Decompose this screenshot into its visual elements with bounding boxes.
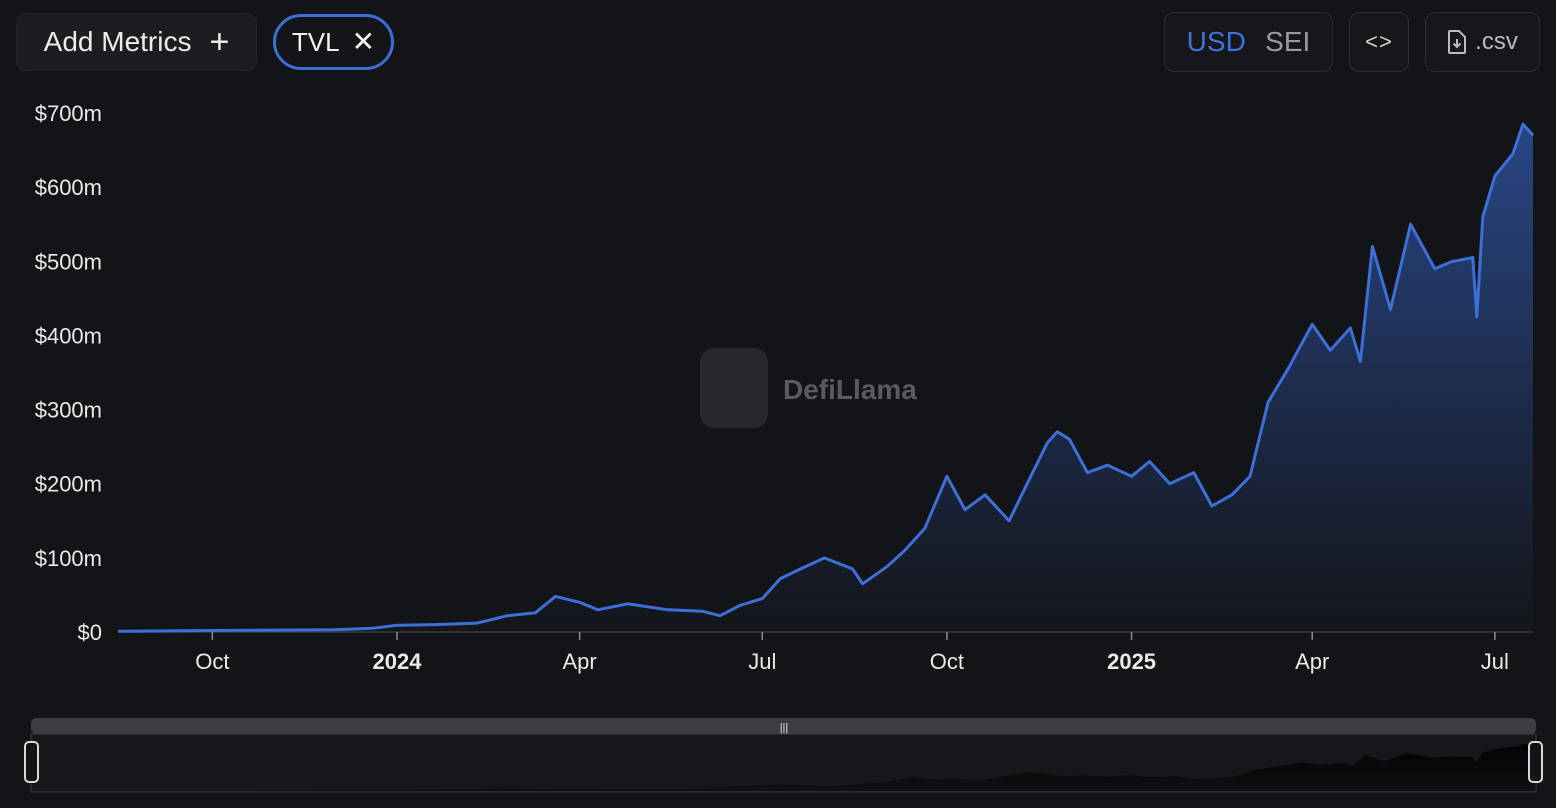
y-tick-label: $600m xyxy=(35,175,102,200)
range-mini-chart xyxy=(31,744,1536,791)
y-tick-label: $0 xyxy=(78,620,102,645)
y-tick-label: $400m xyxy=(35,323,102,348)
y-tick-label: $500m xyxy=(35,249,102,274)
x-tick-label: Oct xyxy=(930,649,964,674)
currency-option-usd[interactable]: USD xyxy=(1186,26,1246,57)
x-tick-label: Apr xyxy=(563,649,597,674)
add-metrics-button[interactable]: Add Metrics + xyxy=(16,13,257,71)
metric-chip-tvl[interactable]: TVL ✕ xyxy=(273,14,394,70)
x-tick-label: Oct xyxy=(195,649,229,674)
currency-option-sei[interactable]: SEI xyxy=(1265,26,1311,57)
x-tick-label: Apr xyxy=(1295,649,1329,674)
y-tick-label: $700m xyxy=(35,101,102,126)
x-tick-label: 2025 xyxy=(1107,649,1156,674)
csv-label: .csv xyxy=(1475,28,1518,55)
range-handle-left[interactable] xyxy=(24,741,39,783)
llama-logo-icon xyxy=(700,348,768,428)
y-tick-label: $100m xyxy=(35,546,102,571)
x-tick-label: Jul xyxy=(748,649,776,674)
metric-chip-label: TVL xyxy=(291,26,340,57)
y-axis: $0 $100m $200m $300m $400m $500m $600m $700m xyxy=(35,101,102,645)
range-handle-right[interactable] xyxy=(1528,741,1543,783)
watermark-text: DefiLlama xyxy=(783,374,917,405)
code-icon: <> xyxy=(1365,29,1393,54)
range-slider[interactable]: ||| xyxy=(24,718,1543,793)
currency-toggle: USD SEI xyxy=(1164,12,1333,72)
close-icon[interactable]: ✕ xyxy=(351,26,376,57)
plus-icon: + xyxy=(209,23,230,61)
add-metrics-label: Add Metrics xyxy=(43,26,192,57)
series-line-tvl[interactable] xyxy=(117,122,1535,633)
download-csv-button[interactable]: .csv xyxy=(1425,12,1540,72)
x-tick-label: Jul xyxy=(1481,649,1509,674)
series-area-tvl xyxy=(118,124,1533,632)
embed-button[interactable]: <> xyxy=(1349,12,1409,72)
x-axis: Oct 2024 Apr Jul Oct 2025 Apr Jul xyxy=(118,631,1533,674)
range-slider-bar[interactable] xyxy=(31,718,1536,734)
download-file-icon xyxy=(1448,30,1467,54)
watermark: DefiLlama xyxy=(700,348,917,428)
y-tick-label: $300m xyxy=(35,398,102,423)
range-grip-icon[interactable]: ||| xyxy=(780,722,789,734)
chart-toolbar: Add Metrics + TVL ✕ USD SEI <> .csv xyxy=(0,0,1556,84)
y-tick-label: $200m xyxy=(35,472,102,497)
plot-area xyxy=(117,122,1535,633)
x-tick-label: 2024 xyxy=(373,649,423,674)
